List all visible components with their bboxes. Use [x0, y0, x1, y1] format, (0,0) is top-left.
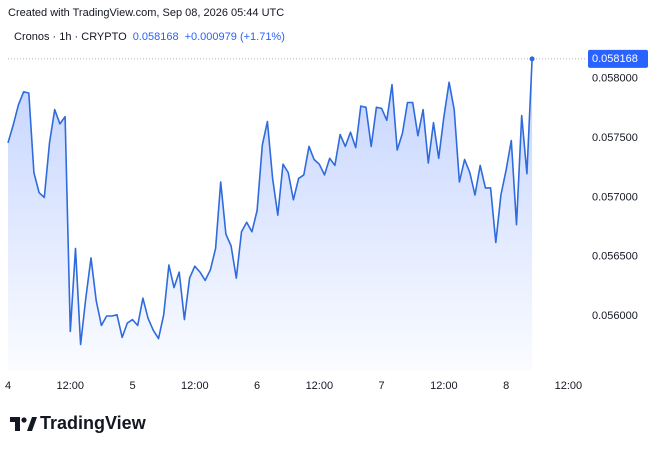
change: +0.000979 (+1.71%): [184, 31, 285, 43]
y-tick-label: 0.057500: [592, 132, 638, 144]
x-tick-label: 12:00: [430, 380, 458, 392]
y-tick-label: 0.057000: [592, 191, 638, 203]
x-tick-label: 4: [5, 380, 11, 392]
price-box: [588, 49, 648, 68]
x-tick-label: 12:00: [306, 380, 334, 392]
x-tick-label: 12:00: [57, 380, 85, 392]
y-tick-label: 0.056000: [592, 310, 638, 322]
x-tick-label: 5: [129, 380, 135, 392]
x-tick-label: 6: [254, 380, 260, 392]
y-tick-label: 0.056500: [592, 251, 638, 263]
last-point: [529, 56, 535, 62]
y-tick-label: 0.058000: [592, 73, 638, 85]
x-tick-label: 7: [379, 380, 385, 392]
logo-text: TradingView: [40, 413, 147, 433]
legend: Cronos · 1h · CRYPTO 0.058168 +0.000979 (+…: [14, 31, 285, 43]
x-tick-label: 12:00: [181, 380, 209, 392]
logo: TradingView: [10, 413, 147, 433]
symbol: Cronos · 1h · CRYPTO: [14, 31, 127, 43]
x-tick-label: 12:00: [555, 380, 583, 392]
price-box-label: 0.058168: [592, 53, 638, 65]
x-tick-label: 8: [503, 380, 509, 392]
line: [7, 58, 533, 346]
area: [8, 58, 533, 371]
last-price: 0.058168: [132, 31, 179, 43]
header: Created with TradingView.com, Sep 08, 20…: [8, 7, 285, 19]
